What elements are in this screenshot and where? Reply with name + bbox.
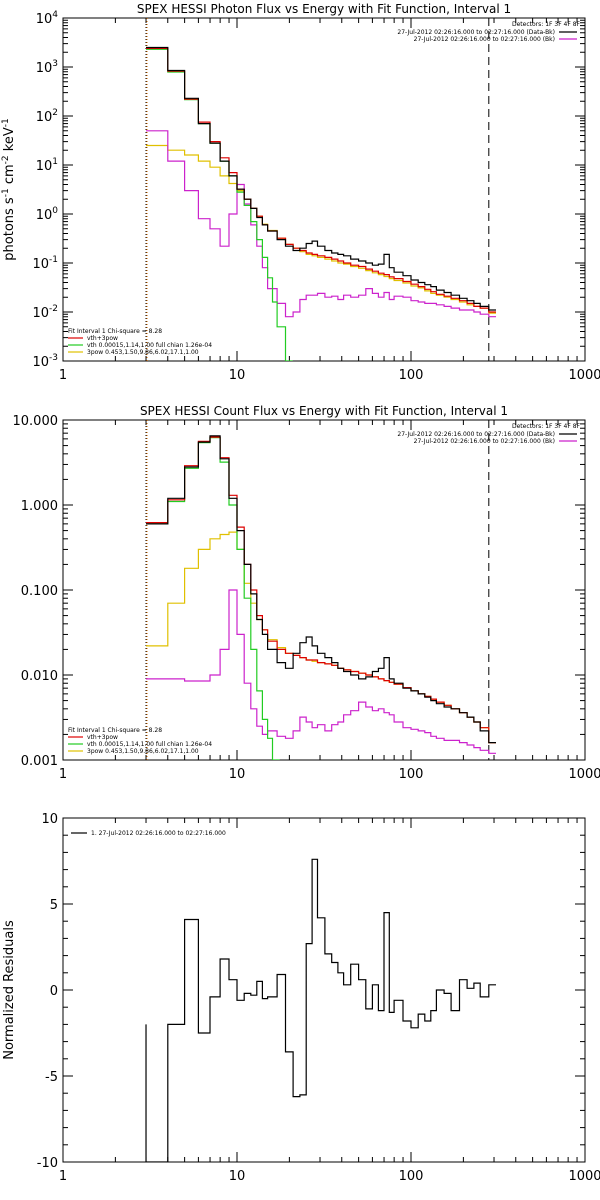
legend-entry-text: 27-Jul-2012 02:26:16.000 to 02:27:16.000… bbox=[397, 29, 555, 36]
chart-title: SPEX HESSI Count Flux vs Energy with Fit… bbox=[140, 404, 508, 418]
legend-entry-text: 27-Jul-2012 02:26:16.000 to 02:27:16.000… bbox=[414, 438, 555, 445]
legend-entry-text: 1. 27-Jul-2012 02:26:16.000 to 02:27:16.… bbox=[91, 830, 226, 837]
residuals-panel: 1 10 100 1000 -10 -5 0 5 10 Normalized Residuals 1… bbox=[2, 812, 600, 1184]
x-tick-label: 100 bbox=[399, 767, 424, 782]
legend-entry-text: vth 0.00015,1.14,1.00 full chian 1.26e-0… bbox=[87, 741, 212, 748]
y-axis-label: Normalized Residuals bbox=[2, 920, 17, 1060]
series-data bbox=[146, 435, 496, 744]
legend-fit-header: Fit Interval 1 Chi-square = 8.28 bbox=[68, 727, 162, 734]
y-tick-label: 0.100 bbox=[21, 584, 58, 599]
x-tick-label: 100 bbox=[399, 368, 424, 383]
x-tick-label: 1 bbox=[59, 368, 67, 383]
legend-fit-header: Fit Interval 1 Chi-square = 8.28 bbox=[68, 328, 162, 335]
y-tick-label: 104 bbox=[36, 10, 59, 27]
legend-entry-text: vth+3pow bbox=[87, 734, 118, 741]
y-tick-label: 10-3 bbox=[32, 353, 58, 370]
y-tick-label: 103 bbox=[36, 59, 58, 76]
y-tick-label: 1.000 bbox=[21, 499, 58, 514]
x-tick-label: 10 bbox=[229, 1169, 246, 1184]
x-tick-label: 100 bbox=[399, 1169, 424, 1184]
x-tick-label: 1000 bbox=[568, 767, 600, 782]
y-tick-label: 100 bbox=[36, 206, 59, 223]
series-background bbox=[146, 130, 496, 318]
legend-detectors: Detectors: 1F 3F 4F 8F bbox=[512, 423, 581, 430]
series-data bbox=[146, 46, 496, 311]
y-tick-label: 0.010 bbox=[21, 669, 58, 684]
series-vth bbox=[146, 48, 293, 361]
series-vth bbox=[146, 437, 280, 760]
legend-entry-text: 27-Jul-2012 02:26:16.000 to 02:27:16.000… bbox=[397, 431, 555, 438]
series-data bbox=[146, 858, 496, 1162]
y-tick-label: -10 bbox=[37, 1156, 58, 1171]
series-total bbox=[146, 47, 496, 313]
count-flux-panel: SPEX HESSI Count Flux vs Energy with Fit… bbox=[13, 404, 600, 782]
y-tick-label: 10-2 bbox=[32, 304, 58, 321]
x-tick-label: 1 bbox=[59, 1169, 67, 1184]
y-tick-label: 0 bbox=[50, 984, 58, 999]
legend-entry-text: vth+3pow bbox=[87, 335, 118, 342]
y-tick-label: -5 bbox=[45, 1070, 58, 1085]
series-powerlaw bbox=[146, 144, 496, 314]
x-tick-label: 10 bbox=[229, 368, 246, 383]
y-tick-label: 10.000 bbox=[13, 414, 59, 429]
plot-frame bbox=[62, 17, 586, 362]
x-tick-label: 10 bbox=[229, 767, 246, 782]
chart-title: SPEX HESSI Photon Flux vs Energy with Fi… bbox=[137, 2, 511, 16]
series-powerlaw bbox=[146, 531, 496, 744]
x-tick-label: 1000 bbox=[568, 1169, 600, 1184]
series-total bbox=[146, 436, 496, 744]
y-tick-label: 10 bbox=[41, 812, 58, 827]
y-tick-label: 10-1 bbox=[32, 255, 58, 272]
y-tick-label: 5 bbox=[50, 898, 58, 913]
y-axis-label: photons s-1 cm-2 keV-1 bbox=[1, 118, 17, 260]
photon-flux-panel: SPEX HESSI Photon Flux vs Energy with Fi… bbox=[1, 2, 600, 383]
legend-entry-text: 27-Jul-2012 02:26:16.000 to 02:27:16.000… bbox=[414, 36, 555, 43]
plot-frame bbox=[62, 817, 586, 1163]
legend-entry-text: vth 0.00015,1.14,1.00 full chian 1.26e-0… bbox=[87, 342, 212, 349]
y-tick-label: 102 bbox=[36, 108, 58, 125]
plot-frame bbox=[62, 419, 586, 761]
series-background bbox=[146, 589, 496, 754]
y-tick-label: 101 bbox=[36, 157, 58, 174]
x-tick-label: 1000 bbox=[568, 368, 600, 383]
y-tick-label: 0.001 bbox=[21, 754, 58, 769]
x-tick-label: 1 bbox=[59, 767, 67, 782]
legend-detectors: Detectors: 1F 3F 4F 8F bbox=[512, 21, 581, 28]
legend-entry-text: 3pow 0.453,1.50,9.86,6.02,17.1,1.00 bbox=[87, 748, 199, 755]
legend-entry-text: 3pow 0.453,1.50,9.86,6.02,17.1,1.00 bbox=[87, 349, 199, 356]
